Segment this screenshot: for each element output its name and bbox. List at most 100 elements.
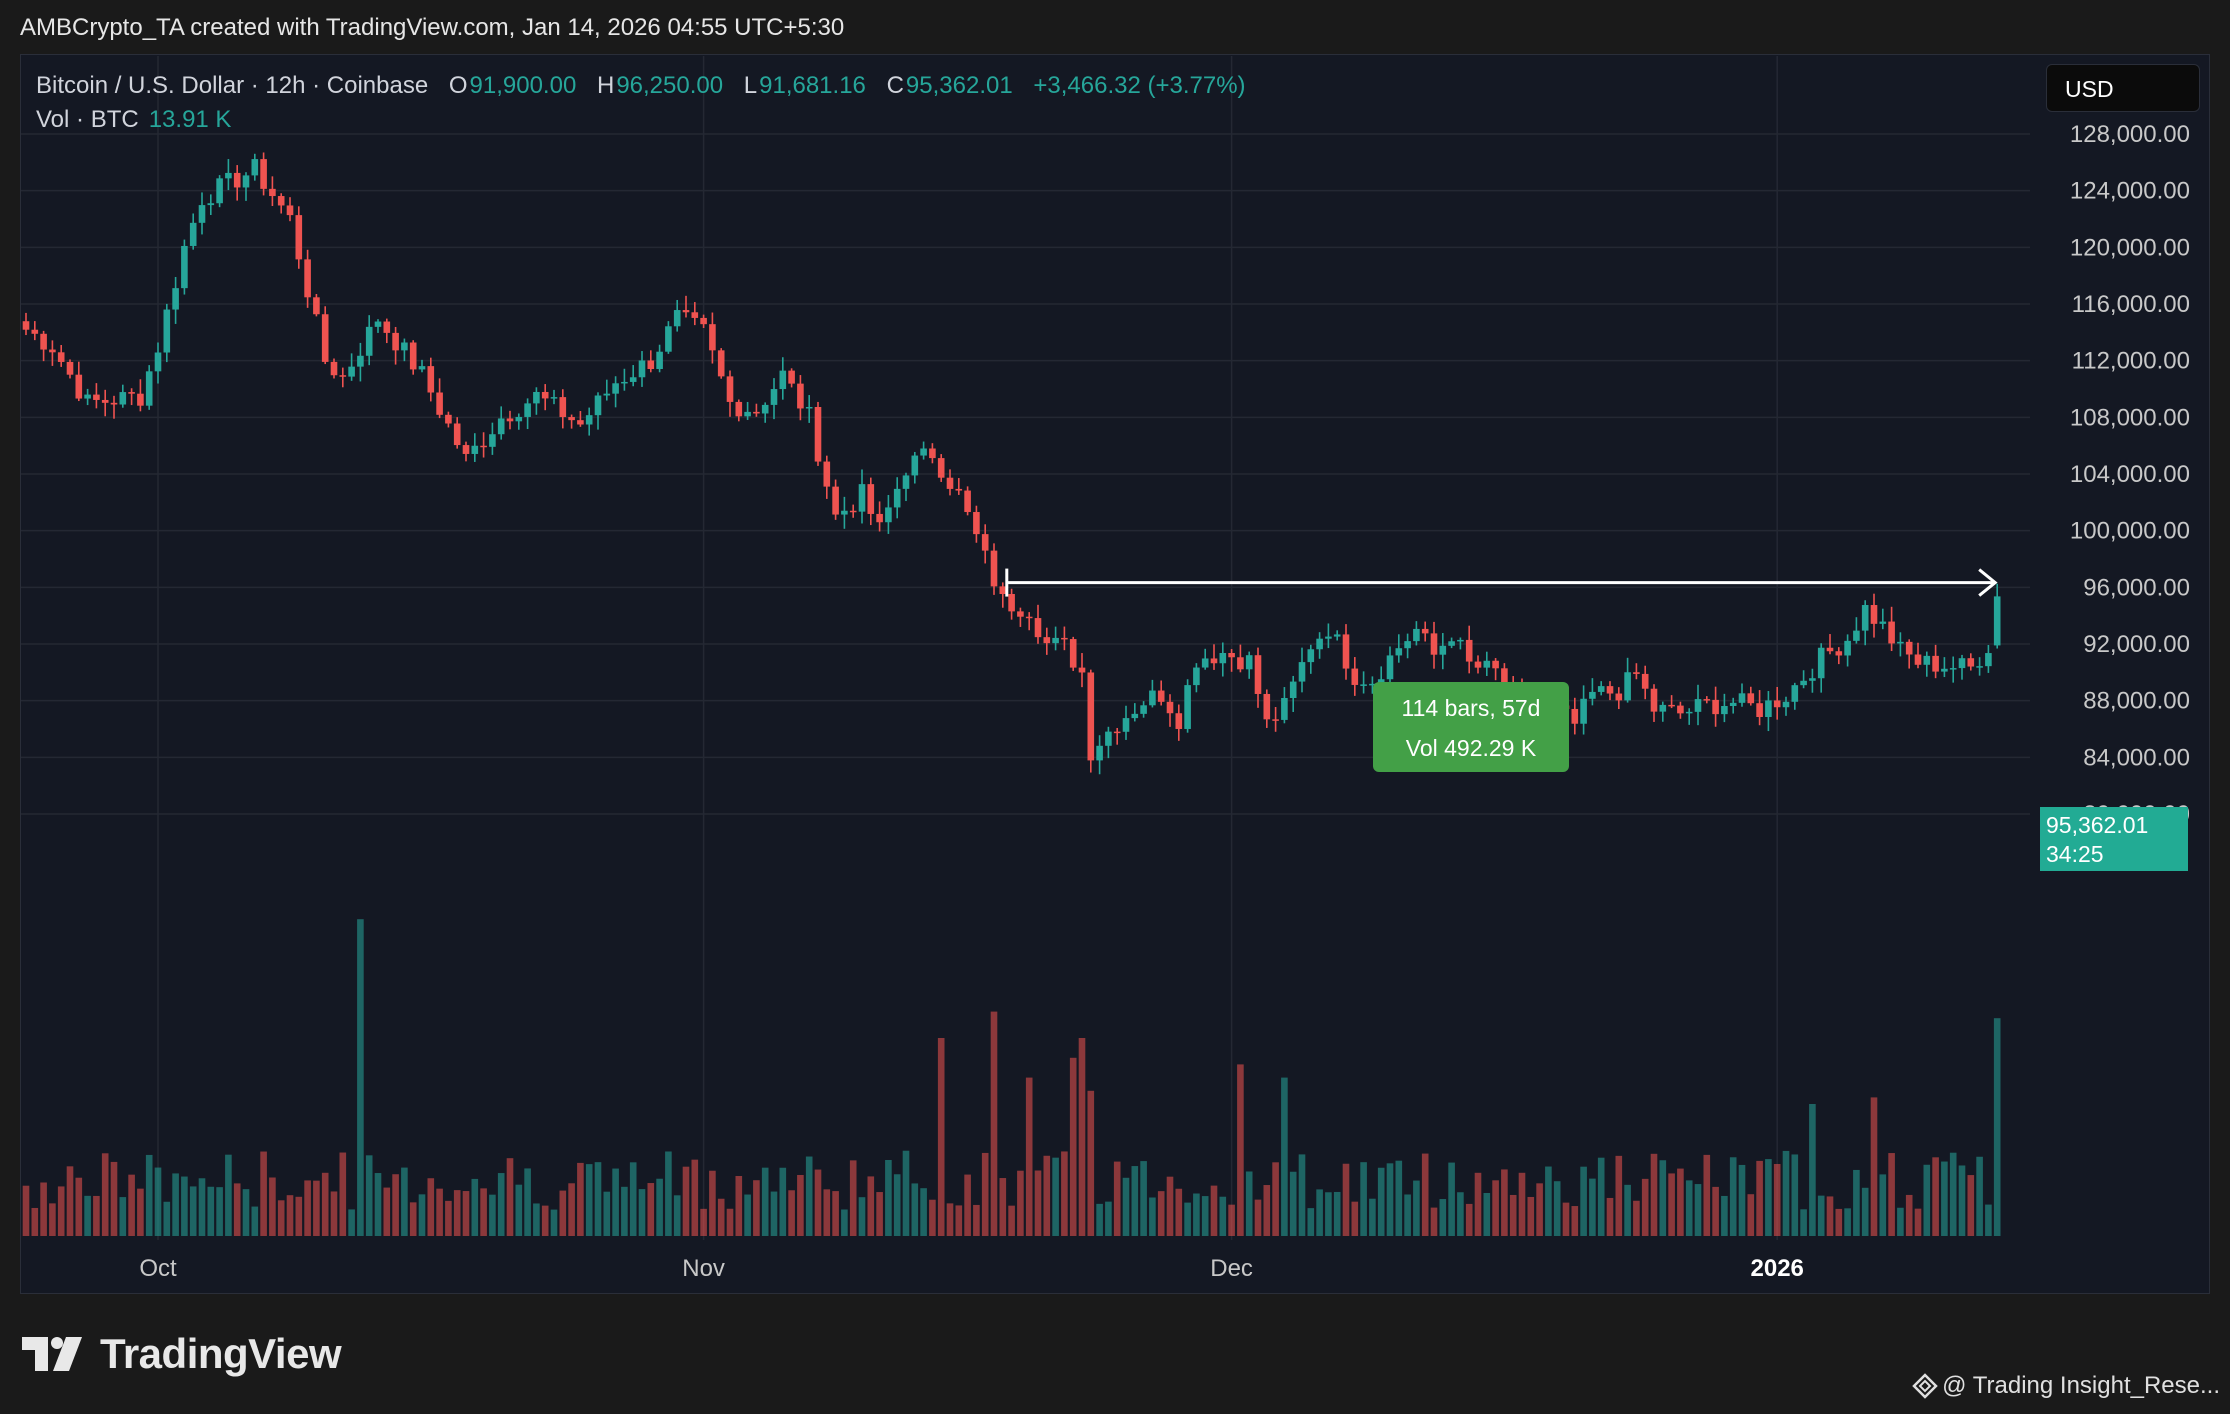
symbol-label[interactable]: Bitcoin / U.S. Dollar · 12h · Coinbase <box>36 72 429 99</box>
candle-body <box>1474 661 1482 668</box>
volume-bar <box>1395 1160 1403 1236</box>
candle-body <box>233 172 241 188</box>
price-tick-label: 124,000.00 <box>2070 178 2190 205</box>
volume-bar <box>374 1173 382 1236</box>
volume-bar <box>145 1154 153 1236</box>
volume-bar <box>656 1178 663 1236</box>
volume-bar <box>902 1150 910 1236</box>
close-value: 95,362.01 <box>905 72 1013 99</box>
candle-body <box>260 159 267 189</box>
volume-bar <box>726 1208 734 1236</box>
candle-body <box>1949 668 1957 670</box>
volume-bar <box>1078 1038 1086 1236</box>
volume-bar <box>1853 1169 1860 1236</box>
candle-body <box>1448 641 1455 646</box>
volume-bar <box>1747 1194 1755 1236</box>
volume-bar <box>409 1202 417 1236</box>
candle-body <box>93 394 100 400</box>
candle-body <box>154 352 162 372</box>
candle-body <box>1360 684 1367 686</box>
candle-body <box>101 399 109 403</box>
volume-bar <box>1888 1153 1895 1236</box>
volume-bar <box>1193 1193 1200 1236</box>
candle-body <box>1281 697 1288 720</box>
volume-bar <box>981 1152 989 1236</box>
candle-body <box>1809 678 1816 681</box>
volume-bar <box>1721 1195 1728 1236</box>
volume-bar <box>75 1177 83 1236</box>
volume-bar <box>1034 1170 1042 1236</box>
candle-body <box>1175 713 1183 729</box>
candle-body <box>1061 637 1068 640</box>
time-tick-label: Oct <box>139 1255 177 1282</box>
volume-bar <box>392 1174 399 1236</box>
volume-bar <box>1325 1192 1332 1236</box>
candle-body <box>1404 641 1411 649</box>
candle-body <box>1853 630 1860 641</box>
candle-body <box>1641 673 1649 689</box>
price-tick-label: 112,000.00 <box>2072 348 2190 375</box>
candle-body <box>409 342 417 370</box>
candle-body <box>137 393 144 406</box>
candle-body <box>269 188 276 197</box>
candle-body <box>533 391 540 404</box>
volume-bar <box>31 1207 39 1236</box>
candle-body <box>1712 699 1719 715</box>
volume-bar <box>753 1180 760 1236</box>
volume-bar <box>1835 1208 1843 1236</box>
candle-body <box>876 513 883 523</box>
candle-body <box>920 448 927 456</box>
volume-bar <box>207 1186 215 1236</box>
volume-bar <box>1545 1166 1552 1236</box>
volume-bar <box>1870 1097 1878 1236</box>
volume-bar <box>1703 1154 1711 1236</box>
volume-bar <box>1694 1184 1702 1236</box>
currency-button[interactable]: USD <box>2046 64 2200 112</box>
chart-panel[interactable] <box>20 54 2210 1294</box>
candle-body <box>797 383 804 409</box>
candle-body <box>1501 668 1508 686</box>
volume-bar <box>1826 1196 1834 1236</box>
candle-body <box>313 297 320 315</box>
candle-body <box>902 475 910 489</box>
volume-bar <box>1087 1090 1095 1236</box>
candle-body <box>1025 616 1033 619</box>
volume-bar <box>1897 1207 1904 1236</box>
candle-body <box>665 326 672 352</box>
candle-body <box>1254 655 1262 694</box>
candle-body <box>770 389 778 405</box>
candle-body <box>1659 704 1667 712</box>
volume-bar <box>1316 1189 1323 1236</box>
volume-bar <box>1113 1161 1121 1236</box>
candle-body <box>1166 701 1174 714</box>
candle-body <box>1923 655 1931 665</box>
candle-body <box>893 488 901 508</box>
volume-legend[interactable]: Vol · BTC 13.91 K <box>36 106 231 134</box>
tradingview-logo[interactable]: TradingView <box>22 1330 342 1378</box>
volume-bar <box>612 1168 619 1236</box>
candle-body <box>1967 658 1975 667</box>
candle-body <box>110 402 118 405</box>
volume-bar <box>1536 1183 1543 1236</box>
candle-body <box>128 392 135 394</box>
candle-body <box>1413 628 1420 642</box>
volume-bar <box>339 1152 347 1236</box>
volume-bar <box>700 1208 707 1236</box>
volume-bar <box>1175 1188 1183 1236</box>
candle-body <box>1333 634 1341 637</box>
volume-bar <box>823 1189 831 1236</box>
bar-countdown: 34:25 <box>2046 841 2104 867</box>
volume-bar <box>1122 1177 1130 1236</box>
candle-body <box>392 332 399 351</box>
volume-bar <box>242 1189 250 1236</box>
volume-bar <box>1237 1064 1244 1236</box>
candle-body <box>1439 645 1447 655</box>
open-value: 91,900.00 <box>469 72 577 99</box>
volume-bar <box>321 1172 329 1236</box>
ohlc-legend[interactable]: Bitcoin / U.S. Dollar · 12h · Coinbase O… <box>36 72 1248 100</box>
volume-bar <box>964 1174 971 1236</box>
candle-body <box>427 366 435 393</box>
volume-bar <box>1474 1172 1482 1236</box>
candle-body <box>1721 705 1728 715</box>
